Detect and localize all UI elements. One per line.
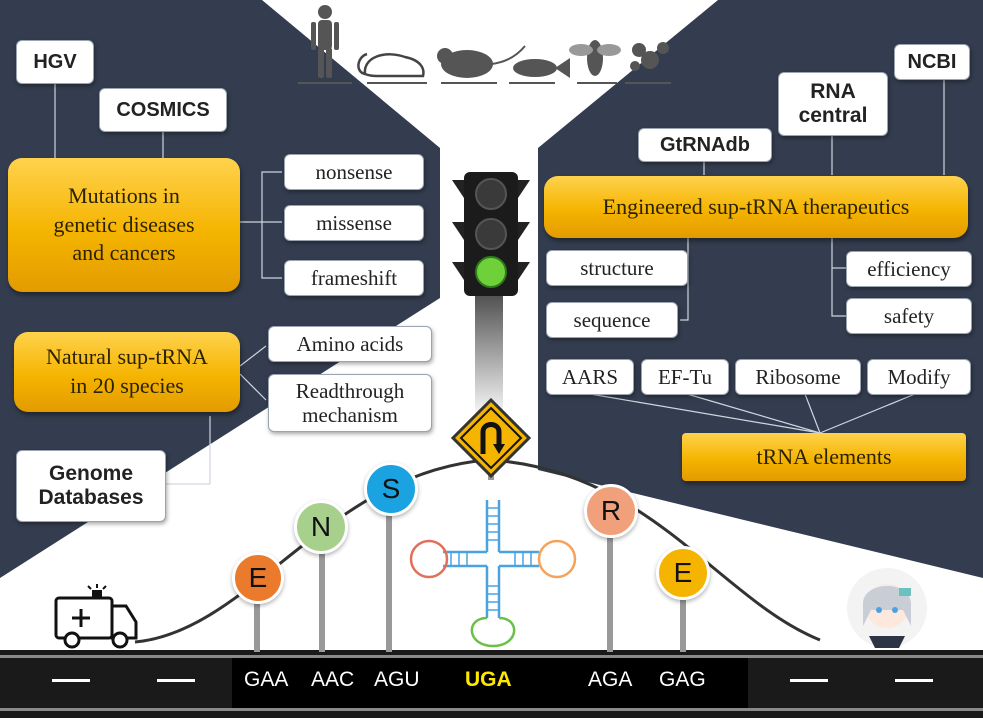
amino-sign-n: N	[294, 500, 348, 554]
traffic-light-icon	[452, 172, 530, 296]
natural-sup-trna-box: Natural sup-tRNA in 20 species	[14, 332, 240, 412]
codon-aac: AAC	[311, 668, 355, 691]
avatar-icon	[847, 568, 927, 648]
mutation-type-nonsense: nonsense	[284, 154, 424, 190]
sequence-box: sequence	[546, 302, 678, 338]
road-dash	[790, 679, 828, 682]
road-dash	[52, 679, 90, 682]
safety-box: safety	[846, 298, 972, 334]
structure-box: structure	[546, 250, 688, 286]
hgv-box: HGV	[16, 40, 94, 84]
modify-box: Modify	[867, 359, 971, 395]
codon-aga: AGA	[588, 668, 633, 691]
trna-elements-box: tRNA elements	[682, 433, 966, 481]
codon-agu: AGU	[374, 668, 420, 691]
amino-sign-r: R	[584, 484, 638, 538]
codon-gaa: GAA	[244, 668, 289, 691]
amino-sign-e1: E	[232, 552, 284, 604]
fly-icon	[569, 40, 621, 84]
ambulance-icon	[54, 584, 138, 649]
cosmics-box: COSMICS	[99, 88, 227, 132]
gtrnadb-box: GtRNAdb	[638, 128, 772, 162]
readthrough-box: Readthrough mechanism	[268, 374, 432, 432]
mouse-icon	[357, 52, 427, 84]
u-turn-sign-icon	[451, 398, 531, 478]
yeast-icon	[625, 42, 671, 84]
species-icons	[298, 5, 671, 84]
human-icon	[298, 5, 352, 84]
efficiency-box: efficiency	[846, 251, 972, 287]
ncbi-box: NCBI	[894, 44, 970, 80]
codon-gag: GAG	[659, 668, 706, 691]
mutations-box: Mutations in genetic diseases and cancer…	[8, 158, 240, 292]
engineered-sup-trna-box: Engineered sup-tRNA therapeutics	[544, 176, 968, 238]
ribosome-box: Ribosome	[735, 359, 861, 395]
fish-icon	[509, 58, 570, 84]
road-dash	[895, 679, 933, 682]
codon-uga-stop: UGA	[465, 668, 512, 691]
mutation-type-missense: missense	[284, 205, 424, 241]
amino-sign-s: S	[364, 462, 418, 516]
amino-sign-e2: E	[656, 546, 710, 600]
ef-tu-box: EF-Tu	[641, 359, 729, 395]
amino-acids-box: Amino acids	[268, 326, 432, 362]
mutation-type-frameshift: frameshift	[284, 260, 424, 296]
genome-databases-box: Genome Databases	[16, 450, 166, 522]
aars-box: AARS	[546, 359, 634, 395]
rat-icon	[437, 45, 526, 84]
trna-cloverleaf-icon	[409, 500, 577, 648]
road-dash	[157, 679, 195, 682]
rnacentral-box: RNA central	[778, 72, 888, 136]
